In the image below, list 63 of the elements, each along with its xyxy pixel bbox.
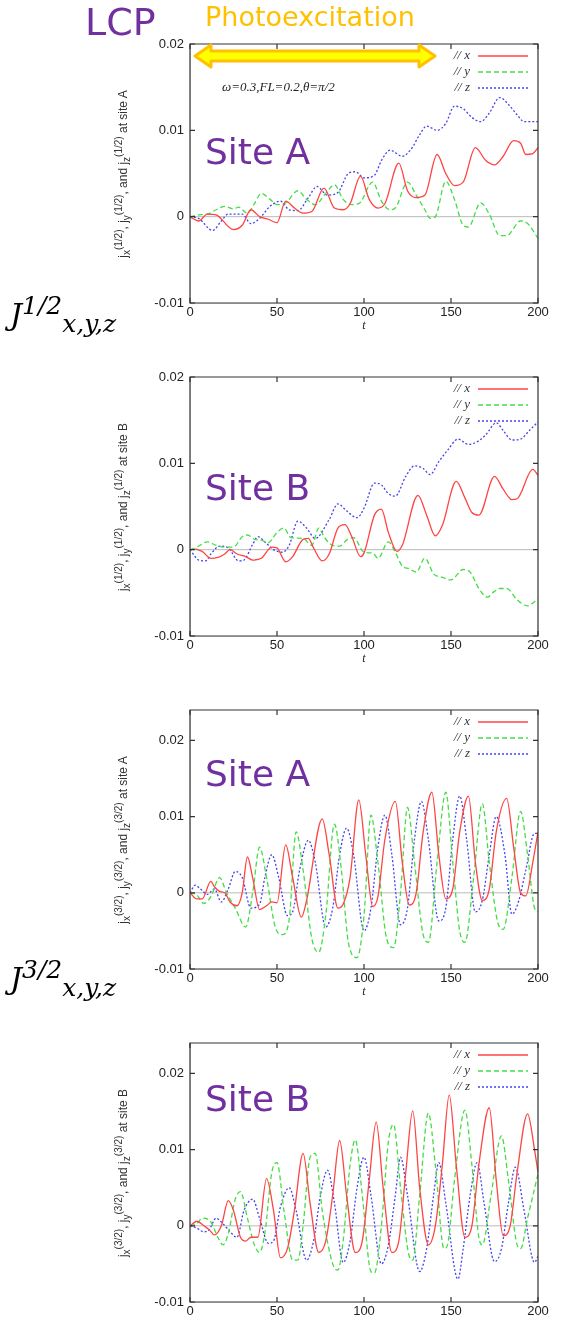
x-tick-label: 50 [269,637,285,653]
x-tick-label: 100 [353,1303,375,1319]
legend-label: // z [453,79,470,95]
x-tick-label: 50 [269,304,285,320]
x-tick-label: 100 [353,304,375,320]
y-tick-label: 0 [176,541,184,557]
x-axis-title: t [362,983,367,998]
x-axis-title: t [362,317,367,332]
line-series [190,1156,538,1280]
x-tick-label: 200 [527,970,549,986]
y-tick-label: 0 [176,884,184,900]
y-tick-label: 0.02 [158,1065,184,1081]
legend-label: // z [453,1078,470,1094]
y-tick-label: 0.01 [158,808,184,824]
annotation: Site A [205,131,311,172]
legend-label: // x [452,713,471,729]
x-tick-label: 50 [269,1303,285,1319]
legend-label: // y [452,1062,471,1078]
x-tick-label: 200 [527,304,549,320]
annotation: Site B [205,1078,311,1119]
legend-label: // y [452,729,471,745]
annotation: ω=0.3,FL=0.2,θ=π/2 [222,79,335,95]
legend-label: // z [453,412,470,428]
x-tick-label: 50 [269,970,285,986]
annotation: Site B [205,467,311,508]
x-tick-label: 0 [186,1303,194,1319]
line-series [190,791,538,959]
x-tick-label: 150 [440,304,462,320]
y-tick-label: 0.02 [158,368,184,384]
annotation: Site A [205,753,311,794]
y-tick-label: -0.01 [154,960,184,976]
x-tick-label: 150 [440,970,462,986]
x-tick-label: 200 [527,1303,549,1319]
x-tick-label: 0 [186,970,194,986]
y-tick-label: 0 [176,1217,184,1233]
x-tick-label: 0 [186,304,194,320]
x-tick-label: 150 [440,1303,462,1319]
y-tick-label: 0 [176,208,184,224]
y-tick-label: -0.01 [154,294,184,310]
line-series [190,527,538,607]
x-tick-label: 100 [353,637,375,653]
legend-label: // z [453,745,470,761]
y-tick-label: 0.01 [158,454,184,470]
legend-label: // x [452,1046,471,1062]
y-tick-label: -0.01 [154,627,184,643]
legend-label: // x [452,47,471,63]
y-tick-label: 0.02 [158,732,184,748]
legend-label: // x [452,380,471,396]
x-tick-label: 100 [353,970,375,986]
text: Photoexcitation [205,1,415,32]
line-series [194,468,538,563]
y-tick-label: -0.01 [154,1293,184,1309]
y-tick-label: 0.02 [158,35,184,51]
y-tick-label: 0.01 [158,121,184,137]
x-tick-label: 150 [440,637,462,653]
line-series [190,180,538,239]
x-tick-label: 0 [186,637,194,653]
legend-label: // y [452,396,471,412]
legend-label: // y [452,63,471,79]
text: LCP [85,0,156,44]
x-tick-label: 200 [527,637,549,653]
y-tick-label: 0.01 [158,1141,184,1157]
x-axis-title: t [362,650,367,665]
